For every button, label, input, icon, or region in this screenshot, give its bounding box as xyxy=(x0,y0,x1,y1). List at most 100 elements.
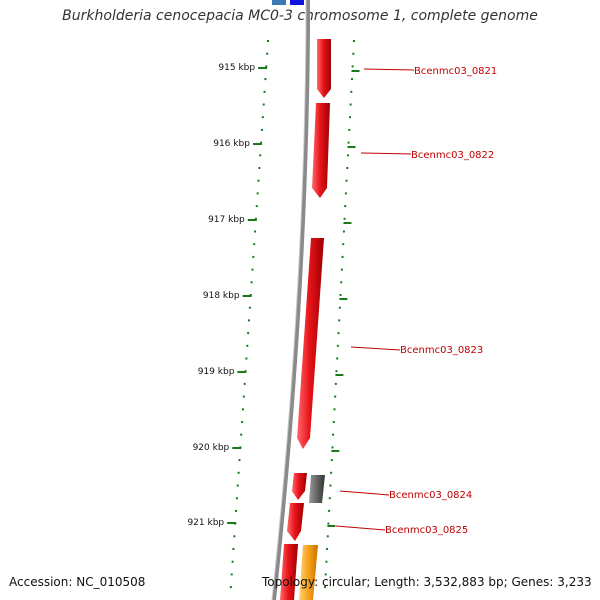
tick-dot xyxy=(344,192,347,195)
tick-dot xyxy=(237,471,240,474)
tick-dot xyxy=(235,509,238,512)
tick-dot xyxy=(254,217,257,220)
tick-dot xyxy=(326,548,329,550)
tick-dot xyxy=(350,90,353,93)
scale-tick-label: 920 kbp xyxy=(193,443,230,453)
tick-dot xyxy=(252,255,255,258)
tick-dot xyxy=(340,268,343,271)
tick-dot xyxy=(246,344,249,347)
scale-tick-mark-outer xyxy=(347,146,356,148)
gene-bcenmc03-0823[interactable] xyxy=(297,238,324,449)
tick-dot xyxy=(241,408,244,411)
tick-dot xyxy=(264,78,267,81)
tick-dot xyxy=(342,243,345,246)
tick-dot xyxy=(343,217,346,220)
tick-dot xyxy=(261,116,264,119)
tick-dot xyxy=(344,205,347,208)
scale-tick-mark xyxy=(258,67,268,69)
tick-dot xyxy=(346,154,349,157)
tick-dot xyxy=(262,103,265,106)
backbone-track xyxy=(272,0,310,600)
tick-dot xyxy=(235,497,238,500)
scale-tick-mark xyxy=(247,219,257,221)
tick-dot xyxy=(330,459,333,462)
tick-dot xyxy=(253,243,256,246)
tick-dot xyxy=(233,535,236,538)
tick-dot xyxy=(334,395,337,398)
tick-dot xyxy=(345,179,348,182)
gene-bcenmc03-0825[interactable] xyxy=(287,503,304,541)
scale-tick-label: 916 kbp xyxy=(213,139,250,149)
tick-dot xyxy=(348,128,351,131)
scale-tick-label: 918 kbp xyxy=(203,291,240,301)
tick-dot xyxy=(328,497,331,500)
tick-dot xyxy=(248,306,251,309)
tick-dot xyxy=(342,230,345,233)
tick-dot xyxy=(333,408,336,411)
topology-label: Topology: circular; Length: 3,532,883 bp… xyxy=(262,575,592,589)
gene-label-0823[interactable]: Bcenmc03_0823 xyxy=(400,345,483,356)
tick-dot xyxy=(242,395,245,398)
tick-dot xyxy=(332,433,335,436)
tick-dot xyxy=(332,421,335,423)
scale-tick-mark-outer xyxy=(339,298,348,300)
tick-dot xyxy=(231,560,234,563)
tick-dot xyxy=(349,103,352,106)
tick-dot xyxy=(238,459,241,462)
gene-bcenmc03-0822[interactable] xyxy=(312,103,330,198)
tick-dot xyxy=(338,306,341,309)
scale-tick-mark-outer xyxy=(331,450,340,452)
feature-partial-top-2[interactable] xyxy=(290,0,304,5)
gene-label-0822[interactable]: Bcenmc03_0822 xyxy=(411,150,494,161)
tick-dot xyxy=(335,370,338,373)
tick-dot xyxy=(254,230,257,233)
tick-dot xyxy=(347,141,350,144)
gene-label-0821[interactable]: Bcenmc03_0821 xyxy=(414,66,497,77)
gene-bcenmc03-0824-gray[interactable] xyxy=(309,475,325,503)
tick-dot xyxy=(236,484,239,487)
tick-dot xyxy=(328,509,331,512)
tick-dot xyxy=(248,319,251,322)
gene-bcenmc03-0821[interactable] xyxy=(317,39,331,98)
gene-bottom-red[interactable] xyxy=(280,544,298,600)
tick-dot xyxy=(260,141,263,144)
tick-dot xyxy=(263,90,266,93)
tick-dot xyxy=(260,128,263,131)
scale-tick-label: 915 kbp xyxy=(218,63,255,73)
tick-dot xyxy=(348,116,351,119)
gene-bottom-orange[interactable] xyxy=(299,545,318,600)
gene-label-leaders xyxy=(335,68,415,531)
gene-label-0825[interactable]: Bcenmc03_0825 xyxy=(385,525,468,536)
scale-tick-mark-outer xyxy=(351,70,360,72)
feature-partial-top-1[interactable] xyxy=(272,0,286,5)
tick-dot xyxy=(352,52,355,55)
gene-bcenmc03-0824[interactable] xyxy=(292,473,307,500)
tick-dot xyxy=(341,255,344,258)
tick-dot xyxy=(266,52,269,55)
scale-tick-mark-outer xyxy=(327,525,336,527)
tick-dot xyxy=(350,78,353,81)
tick-dot xyxy=(267,40,269,42)
tick-dot xyxy=(255,205,258,208)
gene-label-0824[interactable]: Bcenmc03_0824 xyxy=(389,490,472,501)
tick-dot xyxy=(324,573,327,576)
scale-tick-label: 919 kbp xyxy=(198,367,235,377)
tick-dot xyxy=(340,281,343,284)
tick-dot xyxy=(326,535,329,538)
tick-dot xyxy=(232,548,235,550)
tick-dot xyxy=(327,522,330,525)
tick-dot xyxy=(245,357,248,360)
tick-dot xyxy=(259,154,262,157)
scale-ticks: 915 kbp 916 kbp 917 kbp 918 kbp 919 kbp 920 k… xyxy=(187,63,360,528)
scale-tick-mark xyxy=(242,295,252,297)
tick-dot xyxy=(329,484,332,487)
tick-dot xyxy=(346,167,349,169)
tick-dot xyxy=(336,357,339,360)
map-title: Burkholderia cenocepacia MC0-3 chromosom… xyxy=(62,8,538,24)
tick-dot xyxy=(250,281,253,284)
tick-dot xyxy=(265,65,268,68)
tick-dot xyxy=(324,586,327,589)
tick-dot xyxy=(330,471,333,474)
scale-tick-mark-outer xyxy=(343,222,352,224)
